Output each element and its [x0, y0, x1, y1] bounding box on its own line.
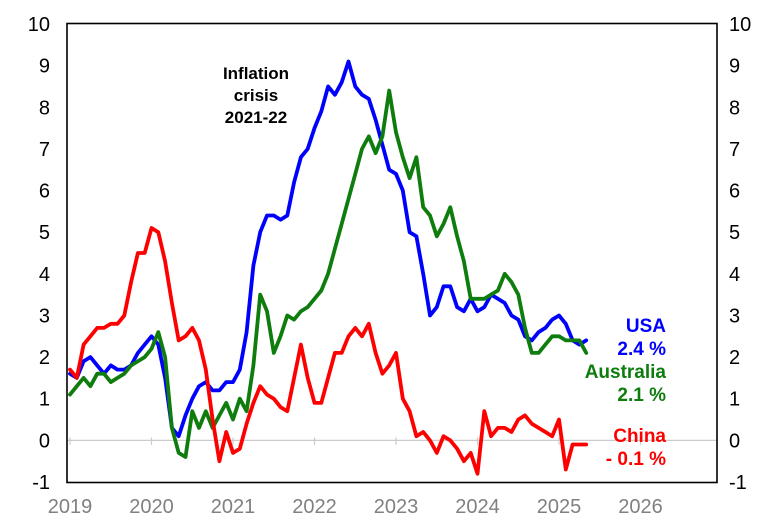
series-label-australia: Australia 2.1 %: [585, 361, 666, 407]
x-axis-tick-label: 2025: [537, 496, 582, 518]
usa-name-label: USA: [625, 316, 666, 337]
y-axis-tick-label-right: 10: [729, 14, 751, 36]
y-axis-tick-label-left: 1: [39, 389, 50, 411]
y-axis-tick-label-left: 3: [39, 305, 50, 327]
x-axis-tick-label: 2019: [48, 496, 93, 518]
australia-name-label: Australia: [584, 362, 666, 383]
australia-value-label: 2.1 %: [617, 385, 666, 406]
y-axis-tick-label-right: 6: [729, 181, 740, 203]
y-axis-tick-label-left: 7: [39, 139, 50, 161]
y-axis-tick-label-right: 1: [729, 389, 740, 411]
x-axis-tick-label: 2022: [292, 496, 337, 518]
y-axis-tick-label-right: 2: [729, 347, 740, 369]
y-axis-tick-label-right: 3: [729, 305, 740, 327]
plot-border: [66, 22, 718, 484]
y-axis-tick-label-left: 4: [39, 264, 50, 286]
y-axis-tick-label-left: 0: [39, 430, 50, 452]
usa-value-label: 2.4 %: [617, 339, 666, 360]
y-axis-tick-label-left: 5: [39, 222, 50, 244]
series-label-china: China - 0.1 %: [606, 425, 666, 471]
x-axis-tick-label: 2020: [129, 496, 174, 518]
x-axis-tick-label: 2021: [211, 496, 256, 518]
y-axis-tick-label-right: 7: [729, 139, 740, 161]
y-axis-tick-label-right: 0: [729, 430, 740, 452]
y-axis-tick-label-left: 8: [39, 97, 50, 119]
x-axis-tick-label: 2026: [618, 496, 663, 518]
y-axis-tick-label-right: 8: [729, 97, 740, 119]
line-australia: [68, 88, 589, 459]
annotation-line-3: 2021-22: [224, 108, 288, 127]
y-axis-tick-label-left: 2: [39, 347, 50, 369]
china-value-label: - 0.1 %: [605, 449, 666, 470]
y-axis-tick-label-right: 4: [729, 264, 740, 286]
y-axis-tick-label-right: 5: [729, 222, 740, 244]
annotation-line-2: crisis: [233, 86, 279, 105]
china-name-label: China: [613, 426, 666, 447]
chart-annotation: Inflation crisis 2021-22: [171, 63, 341, 129]
y-axis-tick-label-right: 9: [729, 56, 740, 78]
annotation-line-1: Inflation: [222, 64, 290, 83]
x-axis-tick-label: 2023: [374, 496, 419, 518]
y-axis-tick-label-left: 9: [39, 56, 50, 78]
y-axis-tick-label-left: 6: [39, 181, 50, 203]
line-china: [68, 226, 589, 476]
x-axis-tick-label: 2024: [455, 496, 500, 518]
y-axis-tick-label-left: -1: [32, 472, 50, 494]
y-axis-tick-label-right: -1: [729, 472, 747, 494]
y-axis-tick-label-left: 10: [28, 14, 50, 36]
series-label-usa: USA 2.4 %: [617, 315, 666, 361]
